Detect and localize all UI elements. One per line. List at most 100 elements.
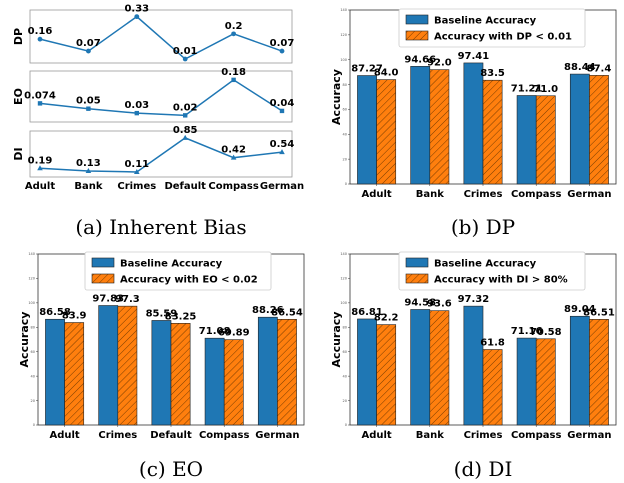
bar-value-label: 61.8	[480, 338, 505, 349]
y-axis-label: Accuracy	[18, 312, 31, 368]
subplot-ylabel: EO	[12, 88, 25, 105]
data-point	[37, 36, 43, 42]
series-line	[39, 15, 283, 60]
bar-value-label: 89.04	[564, 304, 596, 315]
legend-label: Baseline Accuracy	[434, 16, 537, 27]
bar-value-label: 86.81	[351, 307, 383, 318]
y-tick-label: 140	[340, 252, 347, 256]
bar-value-label: 97.3	[115, 294, 140, 305]
baseline-bar	[569, 73, 590, 185]
legend-swatch	[405, 30, 429, 41]
x-tick-label: Default	[164, 181, 206, 192]
legend-swatch	[91, 273, 115, 284]
data-label: 0.54	[270, 139, 295, 150]
legend-box	[84, 251, 272, 291]
panel-caption: (c) EO	[139, 457, 203, 481]
x-tick-label: Bank	[74, 181, 102, 192]
baseline-bar	[357, 318, 377, 426]
baseline-bar	[463, 305, 484, 426]
y-tick-label: 20	[343, 399, 347, 403]
baseline-bar	[151, 320, 172, 426]
y-tick-label: 40	[343, 132, 347, 136]
bar-value-label: 94.66	[404, 54, 436, 65]
constrained-bar	[376, 79, 397, 185]
bar-value-label: 83.25	[165, 311, 197, 322]
baseline-bar	[204, 337, 225, 426]
bar-value-label: 83.5	[480, 68, 505, 79]
constrained-bar	[535, 338, 556, 426]
data-label: 0.05	[76, 96, 101, 107]
constrained-bar	[64, 322, 85, 426]
y-tick-label: 80	[343, 325, 347, 329]
data-label: 0.11	[124, 159, 149, 170]
data-label: 0.01	[173, 46, 198, 57]
legend: Baseline Accuracy Accuracy with DP < 0.01	[398, 8, 586, 48]
bar-value-label: 69.89	[218, 328, 250, 339]
data-point	[279, 48, 285, 54]
panel-caption: (a) Inherent Bias	[75, 215, 246, 239]
data-point	[134, 110, 139, 116]
y-tick-label: 120	[340, 277, 347, 281]
bar-value-label: 71.16	[511, 326, 543, 337]
y-tick-label: 80	[31, 325, 35, 329]
legend-swatch	[405, 14, 429, 25]
bar-value-label: 86.54	[271, 307, 303, 318]
x-tick-label: Crimes	[464, 430, 503, 441]
data-point	[134, 168, 140, 174]
data-point	[86, 48, 91, 54]
bar-value-label: 88.44	[564, 62, 596, 73]
x-tick-label: Compass	[511, 430, 561, 441]
panel-inherent-bias: DP 0.16 0.07 0.33 0.01 0.2 0.07 EO 0.074 0.05 0.03…	[12, 4, 304, 239]
bar-value-label: 88.26	[252, 305, 284, 316]
bar-value-label: 92.0	[427, 58, 452, 69]
data-label: 0.19	[28, 155, 53, 166]
data-label: 0.42	[221, 145, 246, 156]
data-label: 0.074	[24, 90, 56, 101]
bar-value-label: 71.08	[199, 326, 231, 337]
bar-value-label: 86.51	[583, 307, 615, 318]
constrained-bar	[589, 75, 609, 185]
data-point	[231, 31, 237, 37]
legend-swatch	[405, 257, 429, 268]
series-line	[39, 78, 283, 117]
y-tick-label: 20	[343, 157, 347, 161]
constrained-bar	[482, 349, 503, 426]
y-tick-label: 20	[31, 399, 35, 403]
legend-swatch	[91, 257, 115, 268]
bar-value-label: 97.83	[92, 294, 124, 305]
x-tick-label: Adult	[49, 430, 79, 441]
y-tick-label: 80	[343, 83, 347, 87]
bar-value-label: 94.58	[404, 297, 436, 308]
y-tick-label: 100	[28, 301, 35, 305]
x-tick-label: Default	[150, 430, 192, 441]
bar-value-label: 71.0	[533, 84, 558, 95]
y-tick-label: 120	[340, 33, 347, 37]
legend-box	[398, 251, 586, 291]
data-label: 0.07	[270, 38, 295, 49]
bar-group: 97.41 83.5	[458, 51, 505, 185]
y-tick-label: 100	[340, 58, 347, 62]
x-tick-label: German	[260, 181, 304, 192]
bar-value-label: 97.41	[458, 51, 490, 62]
subplot-di: DI0.19 0.13 0.11 0.85 0.42 0.54	[12, 125, 295, 178]
subplot-ylabel: DP	[12, 28, 25, 45]
bar-value-label: 82.2	[374, 313, 399, 324]
data-point	[182, 134, 188, 140]
bar-value-label: 93.6	[427, 299, 452, 310]
constrained-bar	[223, 339, 244, 426]
y-tick-label: 0	[33, 423, 35, 427]
legend-label: Baseline Accuracy	[120, 259, 223, 270]
constrained-bar	[429, 69, 450, 185]
